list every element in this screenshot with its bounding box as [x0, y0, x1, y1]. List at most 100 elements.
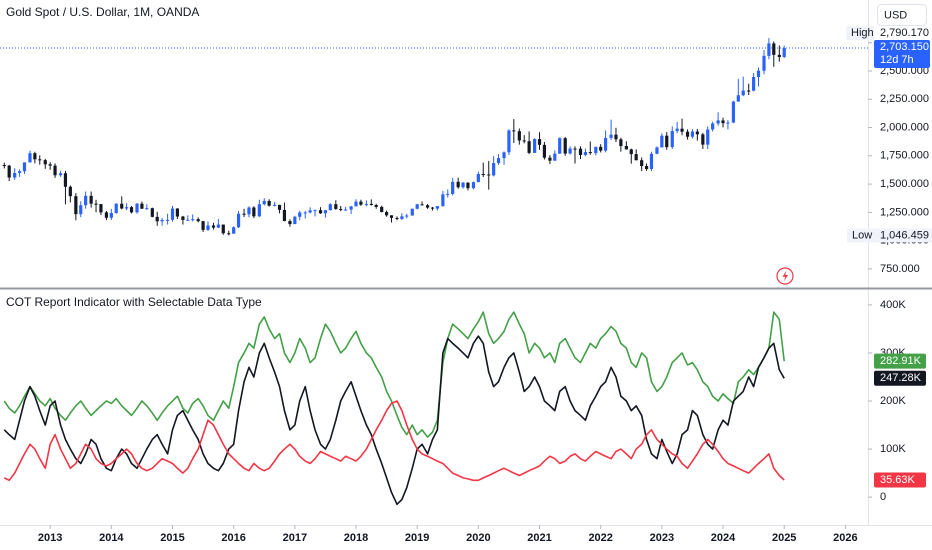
candle-body: [425, 205, 430, 208]
alert-icon[interactable]: [776, 267, 794, 285]
candle-body: [619, 139, 623, 146]
candle-body: [257, 204, 261, 217]
candle-body: [334, 204, 338, 209]
candle-body: [175, 208, 179, 217]
candle-body: [548, 157, 552, 161]
candle-body: [339, 208, 343, 210]
candle-body: [104, 212, 109, 218]
candle-body: [267, 200, 271, 206]
candle-body: [772, 43, 776, 55]
last-price-tag: [874, 40, 930, 69]
y-tick-label: 2,250.000: [880, 93, 929, 105]
currency-button[interactable]: [877, 4, 927, 26]
candle-body: [242, 213, 246, 215]
candle-body: [303, 212, 307, 214]
candle-body: [471, 182, 476, 189]
candle-body: [603, 137, 608, 151]
candle-body: [48, 164, 52, 166]
candle-body: [537, 139, 542, 145]
y-tick-label: 1,750.000: [880, 150, 929, 162]
candle-body: [563, 138, 567, 154]
candle-body: [359, 201, 363, 205]
candle-body: [22, 162, 27, 172]
series-line: [3, 335, 785, 506]
candle-body: [282, 209, 287, 222]
x-tick-label: 2017: [283, 532, 307, 544]
candle-body: [354, 201, 358, 207]
candle-body: [701, 134, 705, 145]
currency-label[interactable]: USD: [884, 9, 907, 21]
candle-body: [405, 215, 409, 217]
candle-body: [435, 206, 439, 209]
x-tick-label: 2022: [588, 532, 612, 544]
plot-layer: 750.0001,000.0001,250.0001,500.0001,750.…: [0, 26, 932, 544]
x-tick-label: 2019: [405, 532, 429, 544]
candle-body: [140, 203, 144, 209]
candle-body: [522, 140, 526, 142]
candle-body: [451, 181, 455, 194]
candle-body: [374, 205, 378, 207]
y-tick-label: 750.000: [880, 263, 920, 275]
candle-body: [400, 216, 404, 219]
candle-body: [247, 207, 251, 215]
candle-body: [252, 207, 256, 217]
candle-body: [114, 203, 118, 214]
candle-body: [680, 128, 684, 132]
candle-body: [660, 135, 664, 148]
candle-body: [756, 70, 761, 78]
candle-body: [109, 213, 113, 218]
candle-body: [216, 224, 220, 228]
candle-body: [262, 200, 266, 205]
candle-body: [308, 210, 312, 213]
candle-body: [84, 195, 88, 206]
candle-body: [288, 221, 292, 225]
candle-body: [675, 128, 679, 132]
candle-body: [665, 135, 669, 148]
candle-body: [741, 90, 745, 96]
candle-body: [150, 208, 154, 217]
candle-body: [695, 131, 699, 135]
low-tag-bg: [847, 228, 874, 243]
y-tick-label: 200K: [880, 395, 906, 407]
candle-body: [125, 207, 129, 209]
candle-body: [236, 213, 241, 228]
candle-body: [349, 206, 353, 210]
candle-body: [7, 165, 11, 178]
candle-body: [170, 208, 175, 220]
candle-body: [614, 134, 618, 140]
last-value-tag: [874, 353, 926, 369]
candle-body: [221, 224, 225, 234]
candle-body: [481, 174, 485, 176]
candle-body: [767, 43, 771, 56]
candle-body: [629, 149, 633, 155]
last-price-value: 2,703.150: [880, 41, 929, 53]
x-tick-label: 2025: [772, 532, 796, 544]
candle-body: [186, 219, 190, 221]
candle-body: [487, 174, 491, 176]
candle-body: [502, 152, 506, 159]
low-value-bg: [874, 228, 932, 243]
last-value-label: 282.91K: [880, 355, 922, 367]
candle-body: [558, 138, 562, 154]
candle-body: [33, 153, 37, 160]
candle-body: [227, 233, 231, 235]
high-tag-bg: [846, 26, 874, 41]
candle-body: [58, 173, 63, 176]
candle-body: [415, 204, 419, 209]
candle-body: [2, 164, 6, 166]
candle-body: [726, 122, 730, 124]
candle-body: [721, 120, 725, 124]
candle-body: [777, 54, 781, 57]
x-tick-label: 2013: [38, 532, 62, 544]
last-value-label: 247.28K: [880, 372, 922, 384]
alert-icon-bolt[interactable]: [782, 270, 789, 282]
candle-body: [384, 212, 389, 216]
candle-body: [17, 171, 22, 174]
x-tick-label: 2020: [466, 532, 490, 544]
y-tick-label: 0: [880, 491, 886, 503]
candle-body: [28, 153, 32, 163]
candle-body: [441, 194, 445, 207]
candle-body: [344, 209, 348, 211]
candle-body: [53, 165, 57, 176]
